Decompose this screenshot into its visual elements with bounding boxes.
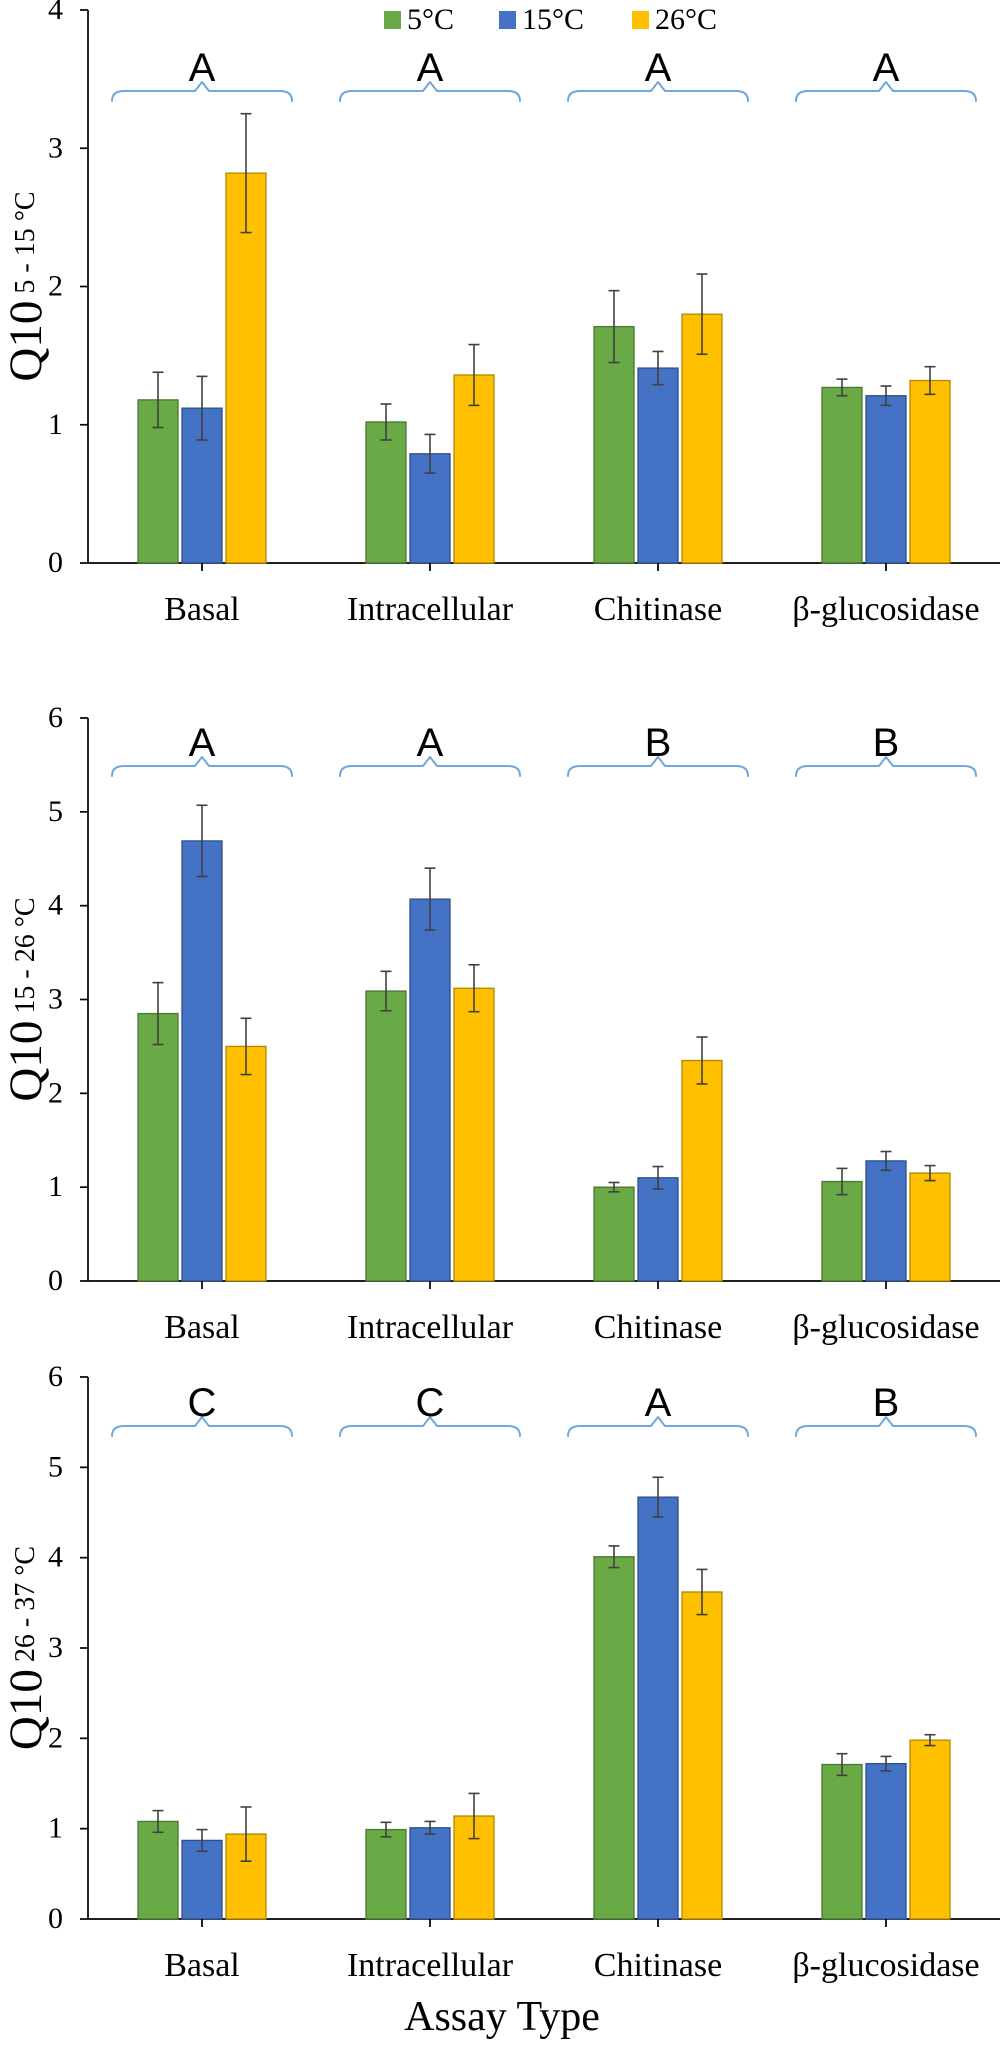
svg-text:Intracellular: Intracellular [347, 591, 514, 628]
svg-text:B: B [873, 721, 900, 765]
svg-text:Basal: Basal [164, 591, 240, 628]
svg-text:A: A [189, 46, 216, 90]
svg-text:Chitinase: Chitinase [594, 591, 722, 628]
svg-text:Chitinase: Chitinase [594, 1947, 722, 1984]
svg-text:A: A [189, 721, 216, 765]
svg-text:C: C [416, 1381, 445, 1425]
svg-text:A: A [417, 721, 444, 765]
svg-text:A: A [645, 1381, 672, 1425]
svg-text:Intracellular: Intracellular [347, 1947, 514, 1984]
svg-text:Basal: Basal [164, 1309, 240, 1346]
svg-text:B: B [873, 1381, 900, 1425]
svg-text:A: A [645, 46, 672, 90]
svg-text:Intracellular: Intracellular [347, 1309, 514, 1346]
svg-text:β-glucosidase: β-glucosidase [792, 1947, 979, 1984]
svg-text:β-glucosidase: β-glucosidase [792, 591, 979, 628]
svg-text:B: B [645, 721, 672, 765]
svg-text:β-glucosidase: β-glucosidase [792, 1309, 979, 1346]
svg-text:C: C [188, 1381, 217, 1425]
svg-text:A: A [873, 46, 900, 90]
svg-text:Basal: Basal [164, 1947, 240, 1984]
svg-text:A: A [417, 46, 444, 90]
svg-text:Chitinase: Chitinase [594, 1309, 722, 1346]
